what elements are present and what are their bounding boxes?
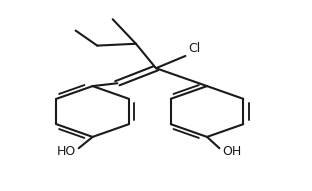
Text: Cl: Cl (188, 42, 201, 55)
Text: OH: OH (222, 145, 241, 158)
Text: HO: HO (57, 145, 76, 158)
